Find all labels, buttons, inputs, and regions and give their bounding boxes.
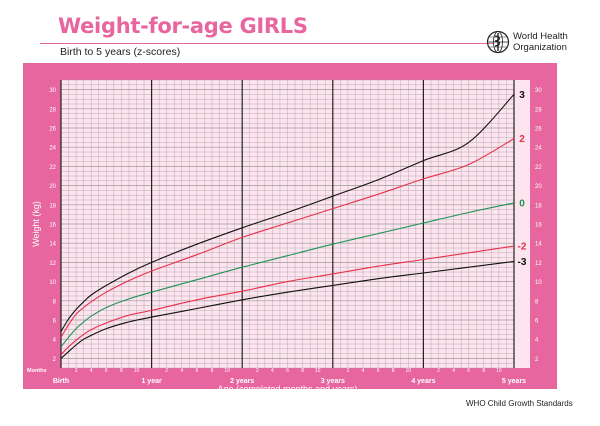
series-line-z-2 — [60, 245, 515, 355]
y-tick-label-right: 8 — [535, 299, 539, 305]
series-label-z0: 0 — [519, 198, 525, 209]
y-tick-label-left: 26 — [49, 127, 56, 133]
title-rule — [40, 43, 494, 44]
x-year-tick-label: 5 years — [502, 378, 526, 385]
x-month-tick-label: 8 — [211, 368, 214, 374]
series-label-z2: 2 — [519, 134, 525, 145]
y-tick-label-left: 24 — [49, 146, 56, 152]
x-year-tick-label: 3 years — [321, 378, 345, 385]
x-year-tick-label: 1 year — [141, 378, 162, 385]
x-month-tick-label: 2 — [165, 368, 168, 374]
y-tick-label-right: 6 — [535, 319, 539, 325]
series-label-z-2: -2 — [518, 242, 527, 253]
x-unit-label: Months — [27, 368, 47, 374]
y-tick-label-left: 20 — [49, 184, 56, 190]
x-month-tick-label: 6 — [467, 368, 470, 374]
y-tick-label-right: 16 — [535, 223, 542, 229]
x-month-tick-label: 8 — [301, 368, 304, 374]
series-label-z3: 3 — [519, 90, 525, 101]
x-month-tick-label: 10 — [134, 368, 140, 374]
grid — [60, 79, 515, 369]
footer-note: WHO Child Growth Standards — [466, 399, 573, 408]
y-tick-label-right: 28 — [535, 107, 542, 113]
series-line-z2 — [60, 138, 515, 338]
x-month-tick-label: 2 — [437, 368, 440, 374]
x-year-tick-label: 4 years — [411, 378, 435, 385]
chart-subtitle: Birth to 5 years (z-scores) — [60, 46, 181, 58]
y-tick-label-right: 18 — [535, 203, 542, 209]
x-month-tick-label: 10 — [406, 368, 412, 374]
x-month-tick-label: 6 — [377, 368, 380, 374]
x-month-tick-label: 6 — [196, 368, 199, 374]
series-line-z0 — [60, 202, 515, 348]
series-line-z-3 — [60, 260, 515, 359]
who-emblem-icon — [486, 30, 510, 54]
y-tick-label-left: 28 — [49, 107, 56, 113]
x-month-tick-label: 4 — [362, 368, 365, 374]
x-month-tick-label: 2 — [75, 368, 78, 374]
x-month-tick-label: 8 — [120, 368, 123, 374]
series-lines — [60, 94, 515, 359]
y-tick-label-right: 26 — [535, 127, 542, 133]
series-label-z-3: -3 — [518, 257, 527, 268]
y-tick-label-right: 4 — [535, 338, 539, 344]
x-month-tick-label: 4 — [90, 368, 93, 374]
x-month-tick-label: 6 — [286, 368, 289, 374]
y-tick-label-left: 18 — [49, 203, 56, 209]
y-tick-label-left: 2 — [53, 357, 57, 363]
y-tick-label-left: 22 — [49, 165, 56, 171]
y-tick-label-left: 14 — [49, 242, 56, 248]
x-month-tick-label: 2 — [256, 368, 259, 374]
x-month-tick-label: 6 — [105, 368, 108, 374]
y-tick-label-right: 12 — [535, 261, 542, 267]
x-year-tick-label: Birth — [53, 378, 69, 385]
y-tick-label-right: 24 — [535, 146, 542, 152]
x-month-tick-label: 2 — [347, 368, 350, 374]
x-month-tick-label: 10 — [496, 368, 502, 374]
x-month-tick-label: 4 — [271, 368, 274, 374]
x-month-tick-label: 8 — [482, 368, 485, 374]
x-year-tick-label: 2 years — [230, 378, 254, 385]
y-tick-label-left: 30 — [49, 88, 56, 94]
x-month-tick-label: 4 — [180, 368, 183, 374]
y-tick-label-right: 10 — [535, 280, 542, 286]
y-tick-label-right: 2 — [535, 357, 539, 363]
series-line-z3 — [60, 94, 515, 332]
y-tick-label-right: 30 — [535, 88, 542, 94]
y-tick-label-left: 10 — [49, 280, 56, 286]
y-tick-label-left: 12 — [49, 261, 56, 267]
y-axis-label: Weight (kg) — [31, 201, 41, 247]
organization-line-1: World Health — [513, 31, 568, 42]
y-tick-label-left: 16 — [49, 223, 56, 229]
y-tick-label-left: 6 — [53, 319, 57, 325]
organization-line-2: Organization — [513, 41, 567, 53]
organization-name: World Health Organization — [513, 31, 568, 53]
x-month-tick-label: 8 — [392, 368, 395, 374]
who-logo: World Health Organization — [486, 30, 598, 60]
x-month-tick-label: 4 — [452, 368, 455, 374]
x-axis-label: Age (completed months and years) — [217, 384, 357, 394]
x-month-tick-label: 10 — [315, 368, 321, 374]
chart-title: Weight-for-age GIRLS — [58, 14, 308, 38]
y-tick-label-right: 14 — [535, 242, 542, 248]
x-month-tick-label: 10 — [224, 368, 230, 374]
y-tick-label-right: 22 — [535, 165, 542, 171]
y-tick-label-right: 20 — [535, 184, 542, 190]
y-tick-label-left: 4 — [53, 338, 57, 344]
y-tick-label-left: 8 — [53, 299, 57, 305]
